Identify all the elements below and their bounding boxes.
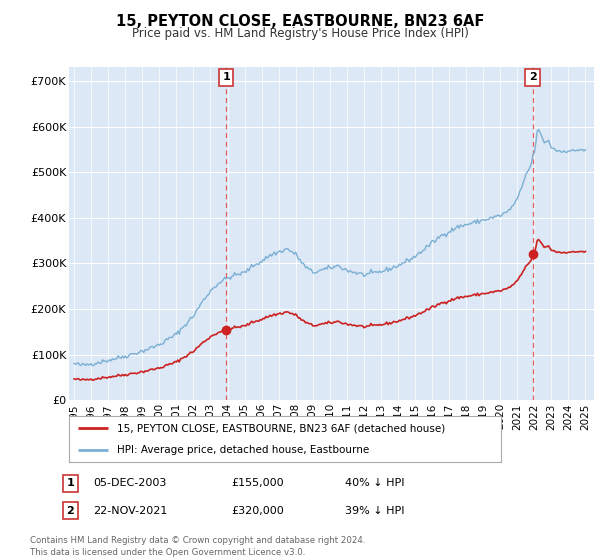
Text: 15, PEYTON CLOSE, EASTBOURNE, BN23 6AF: 15, PEYTON CLOSE, EASTBOURNE, BN23 6AF xyxy=(116,14,484,29)
Text: 05-DEC-2003: 05-DEC-2003 xyxy=(93,478,166,488)
Text: 1: 1 xyxy=(67,478,74,488)
Text: 40% ↓ HPI: 40% ↓ HPI xyxy=(345,478,404,488)
Text: 15, PEYTON CLOSE, EASTBOURNE, BN23 6AF (detached house): 15, PEYTON CLOSE, EASTBOURNE, BN23 6AF (… xyxy=(116,423,445,433)
Text: 39% ↓ HPI: 39% ↓ HPI xyxy=(345,506,404,516)
Text: £155,000: £155,000 xyxy=(231,478,284,488)
Text: Price paid vs. HM Land Registry's House Price Index (HPI): Price paid vs. HM Land Registry's House … xyxy=(131,27,469,40)
Text: 2: 2 xyxy=(67,506,74,516)
Text: 22-NOV-2021: 22-NOV-2021 xyxy=(93,506,167,516)
Text: HPI: Average price, detached house, Eastbourne: HPI: Average price, detached house, East… xyxy=(116,445,369,455)
Text: £320,000: £320,000 xyxy=(231,506,284,516)
Text: 2: 2 xyxy=(529,72,536,82)
Text: Contains HM Land Registry data © Crown copyright and database right 2024.
This d: Contains HM Land Registry data © Crown c… xyxy=(30,536,365,557)
Text: 1: 1 xyxy=(222,72,230,82)
